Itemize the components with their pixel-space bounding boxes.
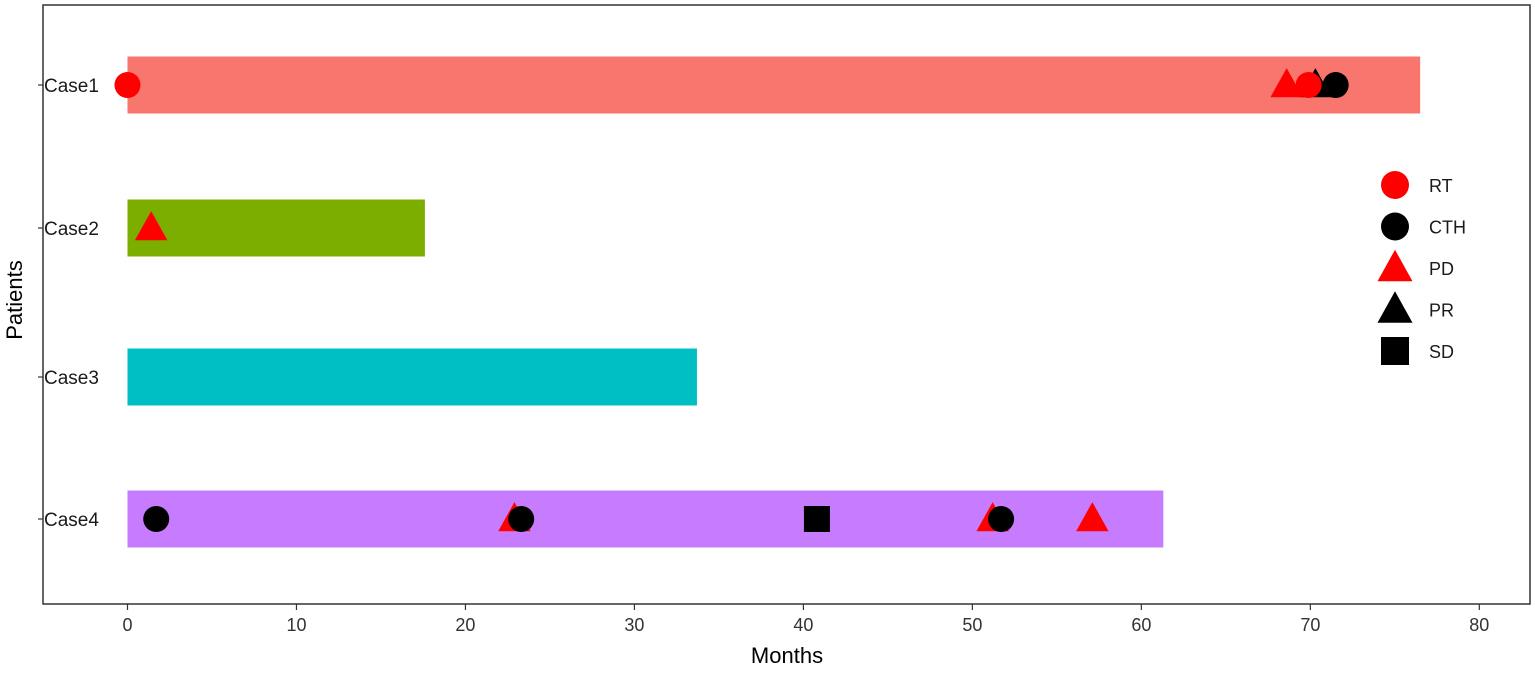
event-marker-case2-pd-5	[134, 211, 168, 241]
event-marker-case4-cth-11	[988, 506, 1015, 532]
legend-marker-pr	[1377, 291, 1413, 323]
x-tick-label-40: 40	[793, 615, 813, 635]
legend-marker-cth	[1381, 212, 1409, 241]
x-tick-label-50: 50	[962, 615, 982, 635]
x-axis-title: Months	[751, 643, 823, 668]
events-layer	[114, 68, 1349, 532]
legend-marker-rt	[1381, 171, 1409, 199]
event-marker-case4-pd-12	[1076, 502, 1109, 532]
event-marker-case4-sd-9	[803, 506, 830, 532]
y-axis: Case1 Case2 Case3 Case4	[38, 76, 99, 531]
y-axis-title: Patients	[2, 260, 27, 340]
bar-case3	[127, 348, 697, 406]
y-tick-label-case3: Case3	[44, 368, 99, 389]
event-marker-case1-cth-4	[1322, 72, 1349, 98]
x-tick-label-70: 70	[1300, 615, 1320, 635]
legend-marker-sd	[1381, 337, 1409, 365]
y-tick-label-case1: Case1	[44, 76, 99, 97]
x-tick-label-80: 80	[1469, 615, 1489, 635]
event-marker-case1-rt-0	[114, 72, 141, 98]
x-tick-label-20: 20	[455, 615, 475, 635]
event-marker-case1-pd-2	[1270, 68, 1303, 98]
event-marker-case4-cth-8	[508, 506, 535, 532]
legend-label-pr: PR	[1429, 301, 1454, 321]
event-marker-case4-cth-6	[143, 506, 170, 532]
legend-label-pd: PD	[1429, 259, 1454, 279]
bars-layer	[127, 56, 1421, 548]
bar-case2	[127, 199, 425, 257]
x-tick-label-30: 30	[624, 615, 644, 635]
legend-label-cth: CTH	[1429, 218, 1466, 238]
x-tick-label-0: 0	[122, 615, 132, 635]
bar-case1	[127, 56, 1421, 114]
legend-label-sd: SD	[1429, 342, 1454, 362]
event-marker-case1-rt-3	[1295, 72, 1322, 98]
legend-label-rt: RT	[1429, 176, 1453, 196]
y-tick-label-case2: Case2	[44, 219, 99, 240]
x-axis: 0 10 20 30 40 50 60 70 80	[122, 604, 1489, 635]
y-tick-label-case4: Case4	[44, 510, 99, 531]
legend-marker-pd	[1377, 249, 1413, 282]
legend: RT CTH PD PR SD	[1377, 171, 1466, 365]
x-tick-label-60: 60	[1131, 615, 1151, 635]
x-tick-label-10: 10	[286, 615, 306, 635]
